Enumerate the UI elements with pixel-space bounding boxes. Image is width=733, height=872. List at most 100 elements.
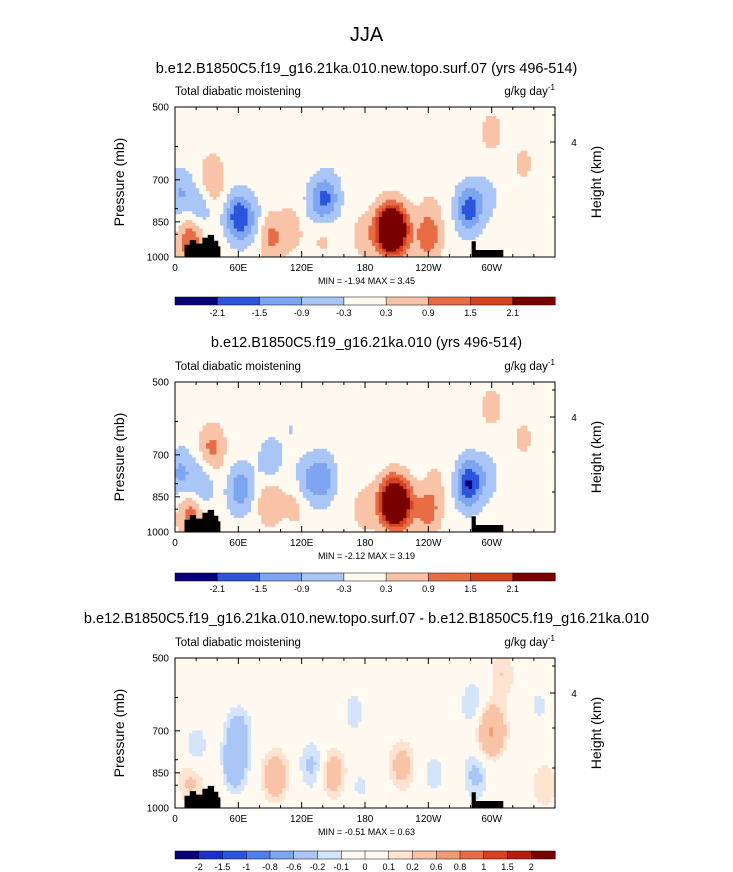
heatmap-cell [292,162,296,165]
heatmap-cell [348,185,352,188]
heatmap-cell [424,225,428,228]
heatmap-cell [538,136,542,139]
heatmap-cell [514,214,518,217]
heatmap-cell [448,145,452,148]
heatmap-cell [306,179,310,182]
heatmap-cell [244,159,248,162]
heatmap-cell [441,211,445,214]
heatmap-cell [234,127,238,130]
heatmap-cell [441,127,445,130]
heatmap-cell [548,220,552,223]
heatmap-cell [227,191,231,194]
heatmap-cell [424,188,428,191]
heatmap-cell [289,225,293,228]
heatmap-cell [472,176,476,179]
heatmap-cell [365,162,369,165]
heatmap-cell [510,139,514,142]
heatmap-cell [400,240,404,243]
heatmap-cell [538,156,542,159]
heatmap-cell [230,188,234,191]
heatmap-cell [341,127,345,130]
heatmap-cell [403,127,407,130]
heatmap-cell [368,173,372,176]
heatmap-cell [203,136,207,139]
heatmap-cell [320,245,324,248]
heatmap-cell [251,182,255,185]
heatmap-cell [178,176,182,179]
heatmap-cell [375,156,379,159]
heatmap-cell [282,179,286,182]
heatmap-cell [223,234,227,237]
heatmap-cell [286,196,290,199]
heatmap-cell [275,225,279,228]
heatmap-cell [372,176,376,179]
heatmap-cell [241,202,245,205]
heatmap-cell [313,130,317,133]
heatmap-cell [258,194,262,197]
heatmap-cell [479,130,483,133]
heatmap-cell [496,225,500,228]
heatmap-cell [355,231,359,234]
heatmap-cell [192,142,196,145]
heatmap-cell [545,173,549,176]
heatmap-cell [424,145,428,148]
heatmap-cell [396,199,400,202]
heatmap-cell [175,214,179,217]
heatmap-cell [351,179,355,182]
heatmap-cell [548,165,552,168]
heatmap-cell [465,245,469,248]
heatmap-cell [382,185,386,188]
heatmap-cell [210,147,214,150]
heatmap-cell [510,150,514,153]
heatmap-cell [241,182,245,185]
heatmap-cell [251,208,255,211]
heatmap-cell [327,245,331,248]
heatmap-cell [393,127,397,130]
heatmap-cell [538,220,542,223]
heatmap-cell [337,145,341,148]
heatmap-cell [237,220,241,223]
heatmap-cell [244,248,248,251]
heatmap-cell [261,234,265,237]
heatmap-cell [282,153,286,156]
heatmap-cell [237,188,241,191]
heatmap-cell [531,240,535,243]
heatmap-cell [479,139,483,142]
heatmap-cell [455,225,459,228]
heatmap-cell [330,165,334,168]
heatmap-cell [500,150,504,153]
heatmap-cell [520,130,524,133]
heatmap-cell [451,150,455,153]
heatmap-cell [527,185,531,188]
heatmap-cell [403,185,407,188]
heatmap-cell [524,168,528,171]
heatmap-cell [448,182,452,185]
heatmap-cell [479,199,483,202]
heatmap-cell [199,159,203,162]
heatmap-cell [330,251,334,254]
heatmap-cell [230,130,234,133]
heatmap-cell [248,127,252,130]
heatmap-cell [538,202,542,205]
heatmap-cell [320,170,324,173]
heatmap-cell [455,237,459,240]
heatmap-cell [216,225,220,228]
heatmap-cell [282,188,286,191]
heatmap-cell [178,222,182,225]
heatmap-cell [406,165,410,168]
heatmap-cell [251,217,255,220]
heatmap-cell [258,228,262,231]
heatmap-cell [510,217,514,220]
heatmap-cell [330,214,334,217]
heatmap-cell [203,208,207,211]
heatmap-cell [289,136,293,139]
heatmap-cell [265,145,269,148]
heatmap-cell [251,222,255,225]
heatmap-cell [393,162,397,165]
heatmap-cell [458,251,462,254]
heatmap-cell [368,240,372,243]
heatmap-cell [334,168,338,171]
heatmap-cell [237,127,241,130]
heatmap-cell [230,176,234,179]
heatmap-cell [393,147,397,150]
